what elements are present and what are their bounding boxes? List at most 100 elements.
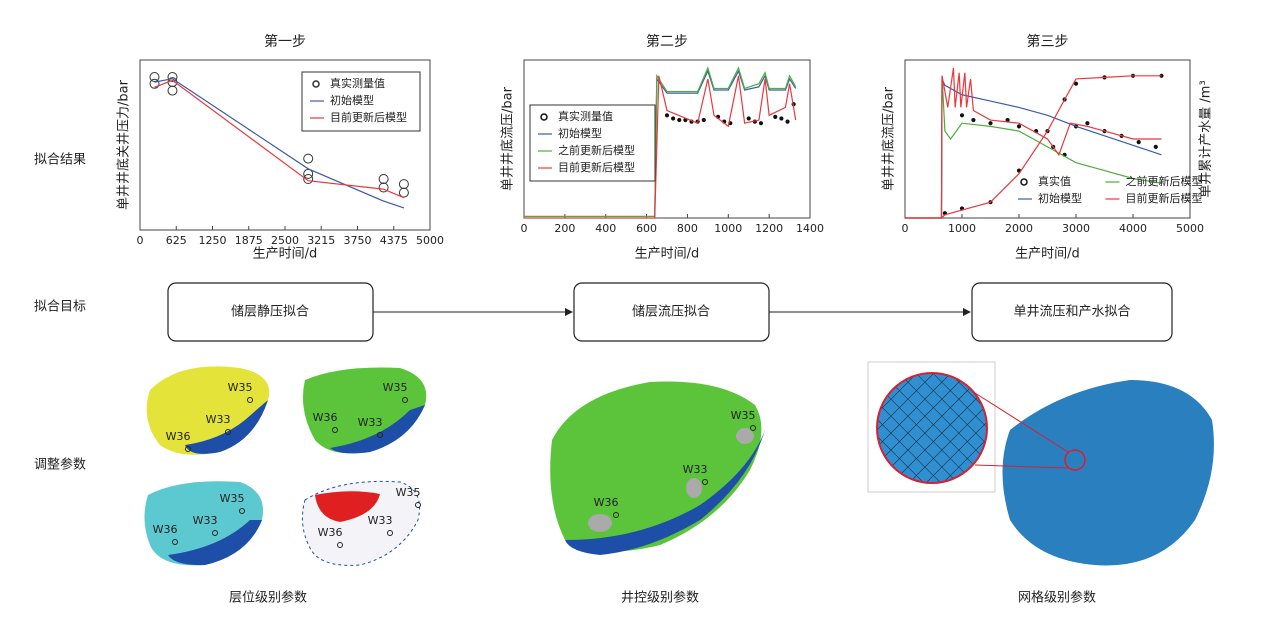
zoom-circle [876,372,988,484]
legend-label: 之前更新后模型 [558,143,635,157]
well-label: W33 [206,413,231,426]
data-point [664,113,670,118]
y-axis-label: 单井井底流压/bar [881,86,897,191]
data-point [746,116,751,121]
zoom-target [1064,449,1086,471]
x-tick-label: 1875 [235,234,263,247]
step-label: 单井流压和产水拟合 [1013,305,1130,320]
map-region [330,405,425,454]
x-tick-label: 3215 [307,234,335,247]
x-tick-label: 1200 [755,222,783,235]
data-line [524,75,797,219]
legend-label: 真实测量值 [558,109,613,123]
map-region [565,430,765,555]
data-point [303,153,314,164]
x-tick-label: 400 [595,222,616,235]
x-tick-label: 200 [554,222,575,235]
step-label: 储层流压拟合 [632,305,710,320]
well-marker [702,479,708,485]
data-point [1136,140,1141,145]
chart-title: 第三步 [1027,33,1069,50]
data-line [154,78,405,209]
data-point [1016,124,1022,129]
well-marker [185,446,191,452]
data-point [677,117,682,123]
map [1002,380,1214,566]
well-marker [415,502,421,508]
well-marker [402,397,408,403]
y2-axis-label: 单井累计产水量 /m³ [1199,80,1214,197]
x-tick-label: 3000 [1062,222,1090,235]
chart-title: 第一步 [264,33,306,50]
well-label: W35 [228,381,253,394]
legend-label: 目前更新后模型 [1126,191,1203,205]
well-marker [387,530,393,536]
well-marker [172,539,178,545]
x-tick-label: 0 [137,234,144,247]
well-label: W33 [358,416,383,429]
data-point [773,114,778,119]
step-label: 储层静压拟合 [231,305,309,320]
legend-marker [1020,178,1028,186]
data-line [524,66,797,218]
y-axis-label: 单井井底关井压力/bar [116,79,132,210]
well-marker [247,397,253,403]
data-point [149,78,160,89]
well-label: W35 [731,409,756,422]
x-tick-label: 2000 [1005,222,1033,235]
data-line [905,75,1162,219]
well-label: W35 [220,492,245,505]
x-tick-label: 0 [521,222,528,235]
x-tick-label: 0 [902,222,909,235]
data-line [905,67,1162,219]
y-axis-label: 单井井底流压/bar [500,86,516,191]
data-point [671,116,676,121]
x-tick-label: 625 [166,234,187,247]
x-tick-label: 1000 [948,222,976,235]
legend-label: 初始模型 [330,93,374,107]
data-point [959,113,965,118]
data-point [167,72,178,82]
well-marker [337,542,343,548]
row-label: 拟合结果 [34,153,86,168]
data-line [154,79,405,199]
well-label: W33 [193,514,218,527]
legend-label: 初始模型 [1038,191,1082,205]
x-tick-label: 3750 [344,234,372,247]
map-region [185,400,268,454]
x-tick-label: 5000 [1176,222,1204,235]
data-point [1073,81,1079,86]
chart-title: 第二步 [646,33,688,50]
x-tick-label: 1000 [714,222,742,235]
data-point [758,121,764,126]
well-label: W33 [683,463,708,476]
well-zone [588,514,612,532]
legend-marker [312,80,320,88]
x-tick-label: 1250 [199,234,227,247]
plot-frame [523,59,811,219]
well-marker [212,530,218,536]
data-line [524,69,797,218]
legend-label: 真实值 [1038,174,1071,188]
x-axis-label: 生产时间/d [635,247,700,262]
well-marker [239,508,245,514]
data-point [1085,121,1090,126]
legend-label: 初始模型 [558,126,602,140]
x-tick-label: 4375 [380,234,408,247]
x-tick-label: 2500 [271,234,299,247]
legend-label: 目前更新后模型 [558,160,635,174]
data-point [971,117,976,123]
plot-frame [904,59,1191,219]
zoom-line [974,464,1069,469]
data-point [779,116,784,121]
well-label: W36 [313,411,338,424]
zoom-line [974,392,1069,453]
well-marker [225,429,231,435]
map-region [315,491,380,522]
well-zone [686,478,702,498]
well-label: W35 [396,486,421,499]
data-line [905,75,1162,219]
well-label: W33 [368,514,393,527]
x-tick-label: 800 [677,222,698,235]
